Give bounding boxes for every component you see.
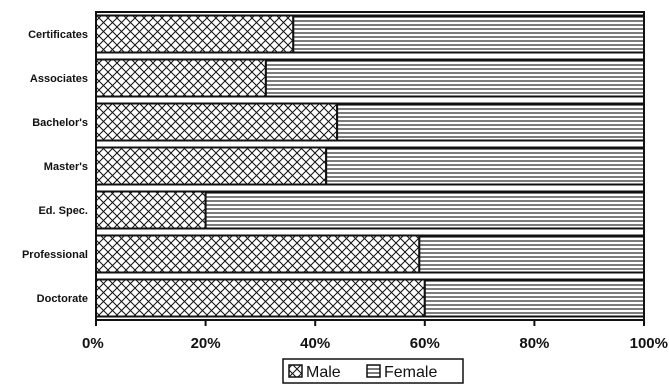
bar-male-6 [95,278,426,318]
bar-male-5 [95,234,421,274]
bar-female-0 [292,14,645,54]
bar-male-1 [95,58,267,98]
category-label: Professional [22,249,88,261]
bar-female-3 [325,146,645,186]
category-label: Master's [44,161,88,173]
category-label: Certificates [28,29,88,41]
bar-female-1 [264,58,645,98]
bar-female-2 [336,102,645,142]
legend-swatch-male [288,364,303,378]
category-label: Associates [30,73,88,85]
bar-male-0 [95,14,295,54]
category-label: Bachelor's [32,117,88,129]
x-tick-label: 60% [410,335,440,352]
category-label: Ed. Spec. [38,205,88,217]
bar-female-4 [204,190,645,230]
bar-female-5 [418,234,645,274]
legend-label-female: Female [384,364,437,381]
x-tick-label: 40% [300,335,330,352]
x-tick-label: 100% [630,335,668,352]
bar-female-6 [423,278,645,318]
legend-swatch-female [366,364,381,378]
bar-male-2 [95,102,339,142]
bar-male-3 [95,146,328,186]
x-tick-label: 0% [82,335,104,352]
bar-male-4 [95,190,207,230]
x-tick-label: 80% [519,335,549,352]
x-tick-label: 20% [191,335,221,352]
legend-label-male: Male [306,364,341,381]
category-label: Doctorate [37,293,88,305]
